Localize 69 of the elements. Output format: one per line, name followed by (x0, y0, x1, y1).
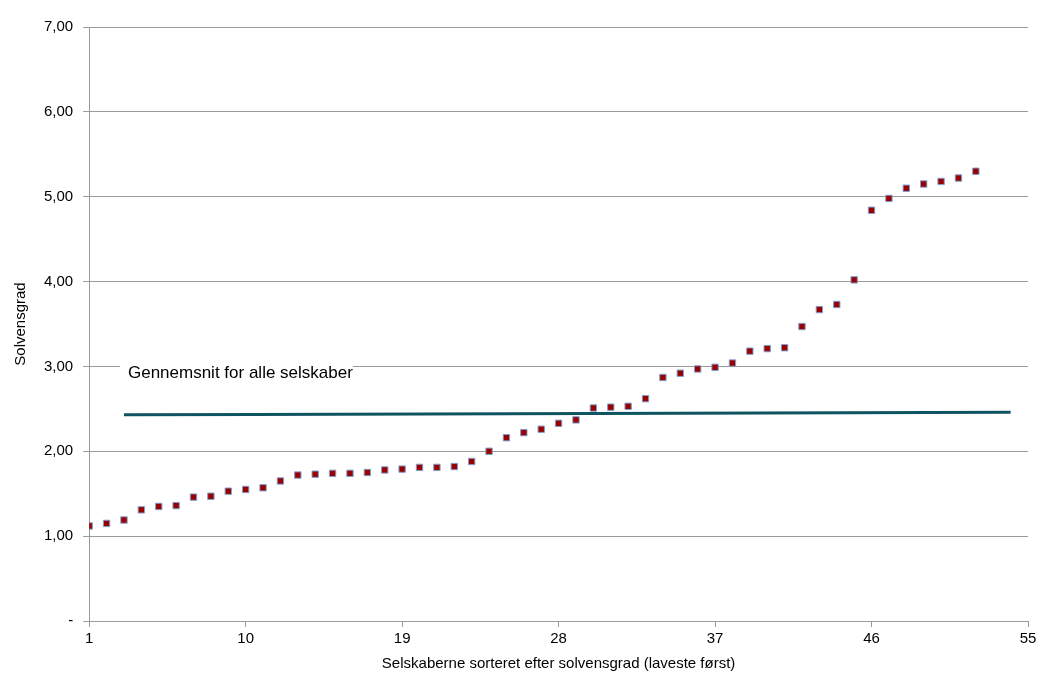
point (694, 365, 702, 373)
x-tick-label: 37 (706, 629, 724, 647)
x-tick-label: 46 (863, 629, 880, 647)
point (711, 363, 719, 371)
point (207, 492, 215, 500)
point (502, 434, 511, 442)
point (728, 359, 737, 367)
point (902, 184, 910, 192)
point (241, 485, 250, 494)
point (746, 347, 754, 355)
x-tick-label: 10 (237, 629, 255, 647)
y-tick-label: 7,00 (43, 17, 74, 35)
x-axis-title: Selskaberne sorteret efter solvensgrad (laveste først) (381, 654, 736, 672)
point (676, 369, 684, 377)
point (294, 471, 302, 479)
point (624, 402, 632, 410)
point (155, 502, 163, 511)
point (328, 469, 337, 478)
point (346, 469, 354, 478)
point (102, 519, 111, 528)
point (276, 477, 285, 485)
point (415, 463, 424, 472)
point (467, 457, 476, 466)
point (381, 466, 389, 474)
point (815, 305, 824, 314)
y-tick-label: 4,00 (43, 271, 74, 289)
point (398, 465, 406, 473)
point (798, 322, 806, 331)
point (937, 177, 945, 186)
point (259, 484, 267, 492)
y-tick-label: 1,00 (43, 526, 74, 544)
point (189, 493, 198, 501)
series-label: Gennemsnit for alle selskaber (127, 362, 354, 382)
point (972, 167, 980, 175)
y-tick-label: 6,00 (43, 102, 74, 119)
point (885, 194, 893, 203)
point (763, 344, 771, 353)
point (954, 174, 963, 182)
point (867, 206, 876, 214)
y-tick-label: - (68, 611, 74, 629)
x-tick-label: 55 (1019, 629, 1037, 647)
point (311, 470, 319, 478)
point (172, 501, 180, 510)
point (224, 487, 232, 495)
x-tick-label: 1 (85, 629, 94, 647)
point (537, 425, 545, 433)
y-tick-label: 2,00 (43, 441, 74, 459)
point (833, 300, 841, 309)
y-axis-title: Solvensgrad (11, 282, 29, 366)
point (520, 428, 528, 437)
x-tick-label: 28 (550, 629, 567, 647)
point (920, 180, 928, 188)
point (120, 516, 128, 524)
x-tick-label: 19 (393, 629, 411, 647)
point (572, 416, 580, 424)
point (607, 403, 615, 411)
point (450, 462, 458, 471)
point (433, 463, 441, 472)
point (589, 404, 598, 412)
point (780, 344, 789, 352)
point (485, 447, 493, 455)
y-tick-label: 5,00 (43, 186, 74, 204)
point (363, 468, 372, 477)
point (641, 394, 650, 403)
y-tick-label: 3,00 (43, 356, 74, 374)
point (659, 373, 667, 382)
point (554, 419, 563, 427)
point (137, 506, 146, 514)
point (850, 276, 858, 284)
